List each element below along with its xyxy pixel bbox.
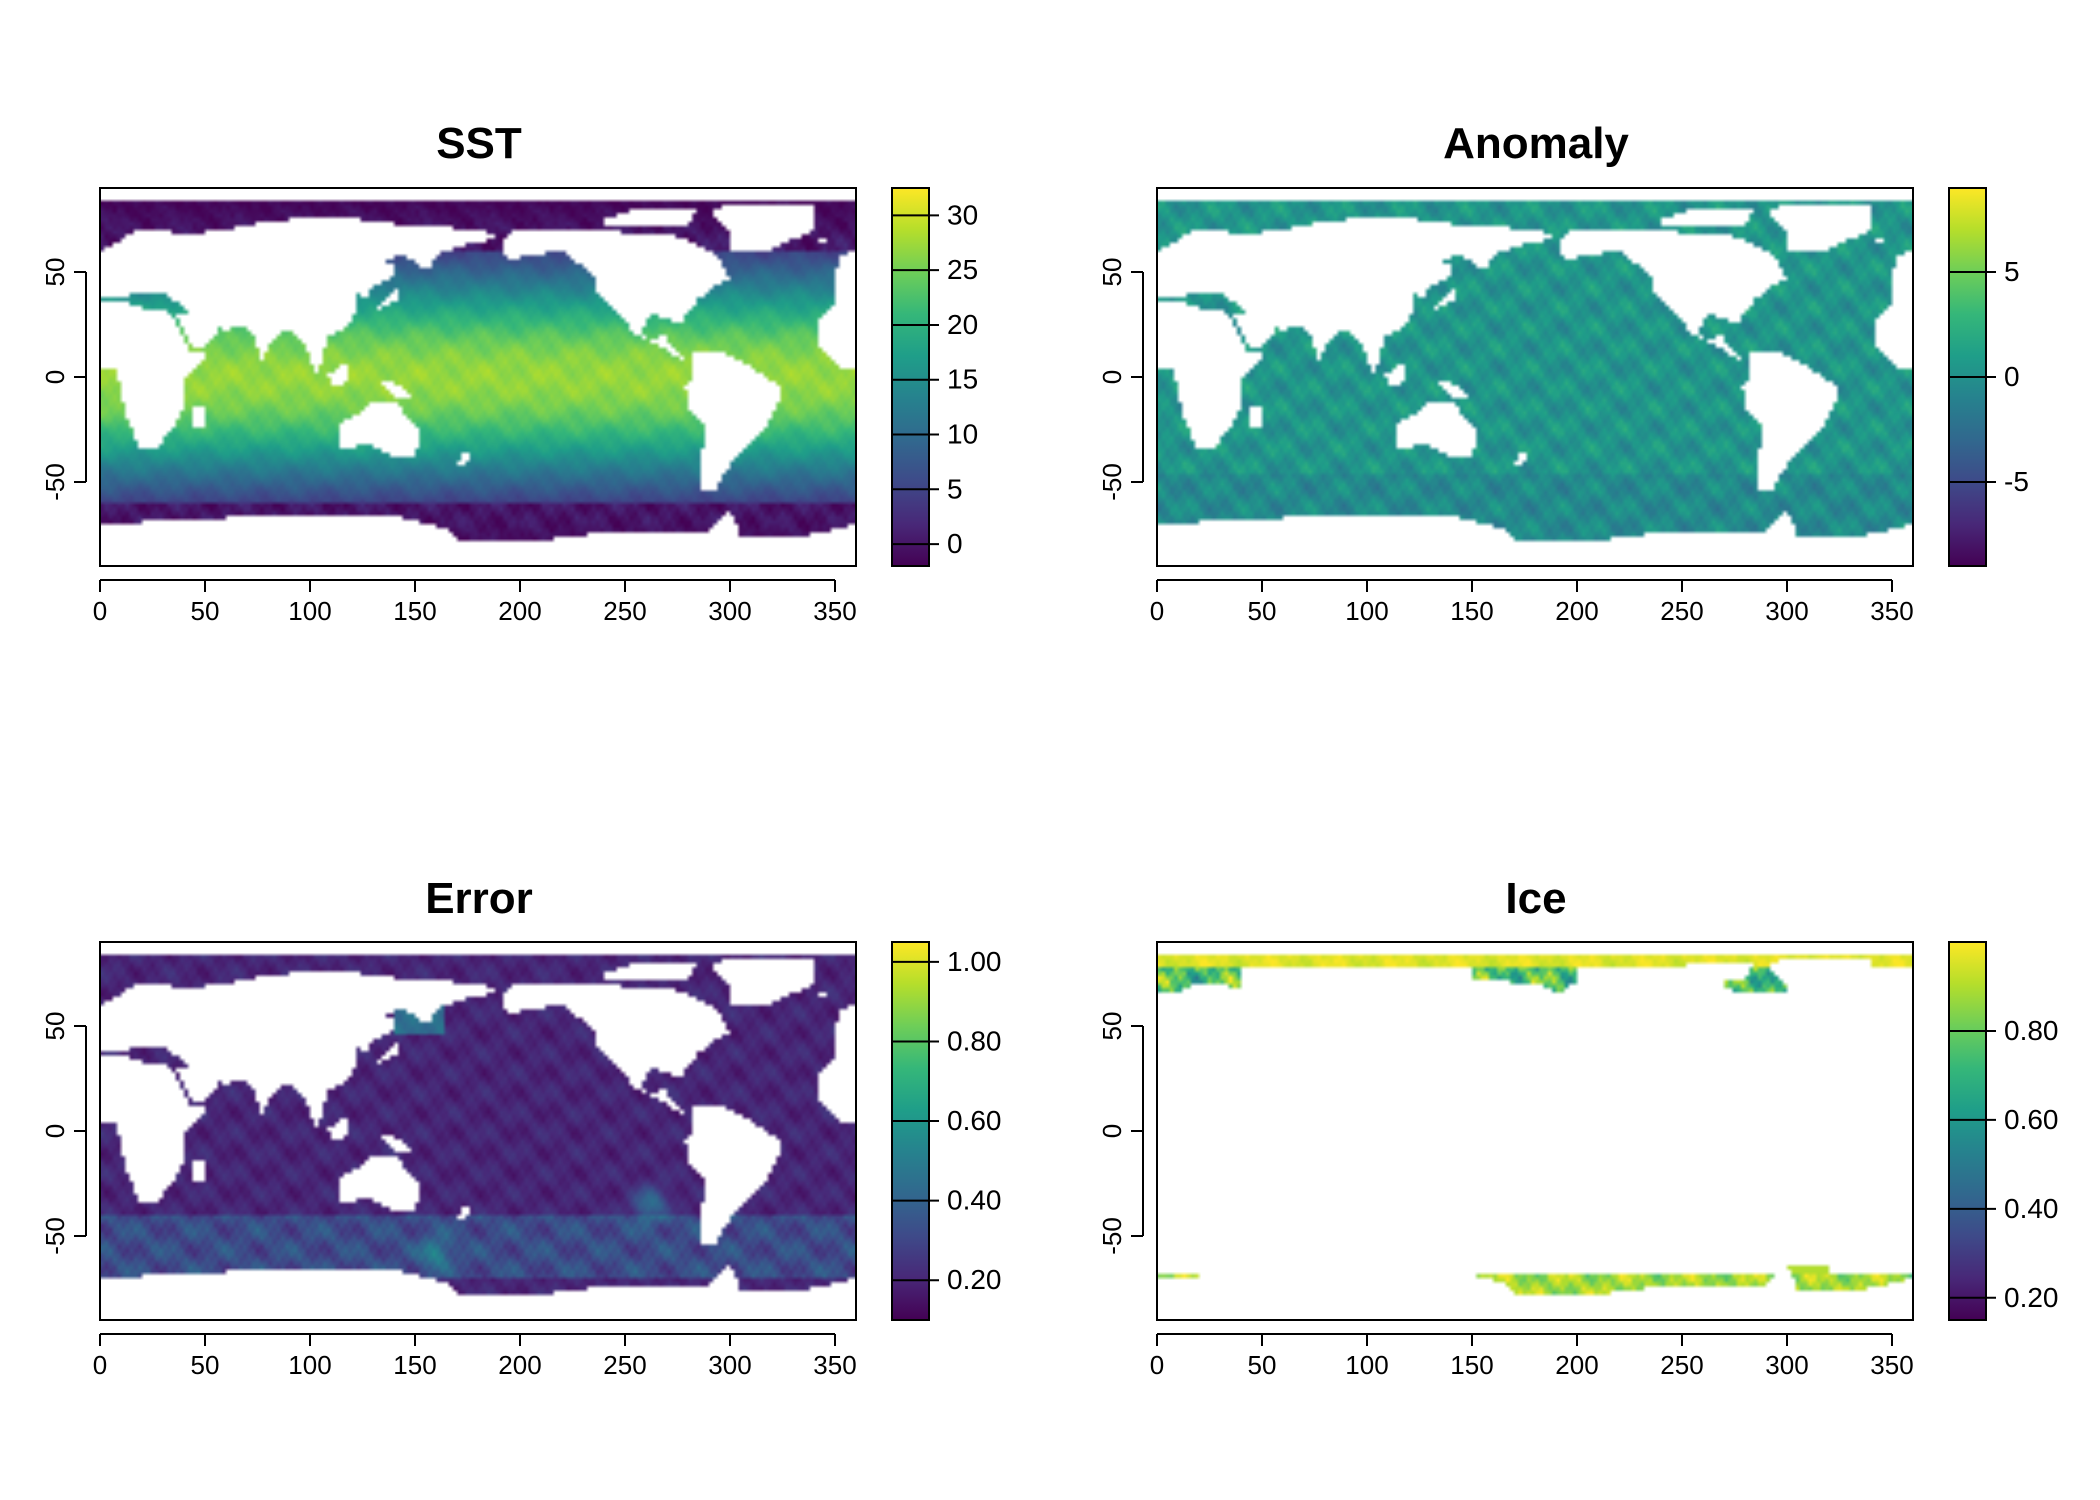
colorbar-tick-label: 0	[2004, 361, 2020, 392]
colorbar-gradient	[1949, 942, 1986, 1320]
x-tick-label: 250	[603, 1350, 646, 1380]
x-tick-label: 50	[191, 596, 220, 626]
colorbar-tick-label: 0.80	[2004, 1015, 2059, 1046]
colorbar-tick-label: 0.40	[2004, 1193, 2059, 1224]
colorbar-tick-label: 0.80	[947, 1025, 1002, 1056]
colorbar-tick-label: 30	[947, 199, 978, 230]
panel-title-sst: SST	[436, 119, 522, 168]
x-tick-label: 100	[1345, 596, 1388, 626]
x-tick-label: 350	[813, 1350, 856, 1380]
x-tick-label: 200	[498, 596, 541, 626]
x-tick-label: 0	[1150, 1350, 1164, 1380]
x-tick-label: 250	[603, 596, 646, 626]
y-tick-label: 0	[40, 1124, 70, 1138]
x-axis: 0 50 100 150 200 250 300 350	[93, 579, 857, 626]
plot-frame	[1156, 941, 1914, 1321]
x-tick-label: 50	[191, 1350, 220, 1380]
x-tick-label: 0	[1150, 596, 1164, 626]
colorbar: 0.20 0.40 0.60 0.80 1.00	[891, 941, 1002, 1321]
x-tick-label: 350	[813, 596, 856, 626]
y-axis: -50 0 50	[1097, 258, 1144, 501]
y-axis: -50 0 50	[1097, 1012, 1144, 1255]
x-tick-label: 350	[1870, 1350, 1913, 1380]
colorbar-tick-label: 0	[947, 528, 963, 559]
y-tick-label: 50	[40, 1012, 70, 1041]
colorbar-tick-label: 0.20	[947, 1264, 1002, 1295]
x-axis: 0 50 100 150 200 250 300 350	[93, 1333, 857, 1380]
colorbar-gradient	[892, 188, 929, 566]
colorbar-tick-label: 5	[2004, 256, 2020, 287]
y-tick-label: -50	[40, 1217, 70, 1255]
x-tick-label: 0	[93, 596, 107, 626]
colorbar-tick-label: 15	[947, 364, 978, 395]
colorbar-tick-label: 20	[947, 309, 978, 340]
y-tick-label: 0	[1097, 1124, 1127, 1138]
heatmap-raster	[1157, 188, 1913, 566]
x-tick-label: 50	[1248, 596, 1277, 626]
panel-ice: 0 50 100 150 200 250 300 350-500500.200.400.600…	[1097, 941, 2059, 1380]
y-tick-label: 50	[1097, 1012, 1127, 1041]
colorbar-tick-label: -5	[2004, 466, 2029, 497]
plot-frame	[1156, 187, 1914, 567]
x-tick-label: 200	[1555, 1350, 1598, 1380]
y-tick-label: 0	[40, 370, 70, 384]
heatmap-raster	[1157, 942, 1913, 1320]
panel-title-ice: Ice	[1505, 874, 1566, 923]
x-tick-label: 300	[1765, 1350, 1808, 1380]
colorbar: -5 0 5	[1948, 187, 2029, 567]
y-tick-label: 50	[40, 258, 70, 287]
colorbar-tick-label: 0.60	[947, 1105, 1002, 1136]
colorbar-tick-label: 1.00	[947, 946, 1002, 977]
x-tick-label: 50	[1248, 1350, 1277, 1380]
x-tick-label: 0	[93, 1350, 107, 1380]
panel-error: 0 50 100 150 200 250 300 350-500500.200.400.600…	[40, 941, 1002, 1380]
panel-title-anomaly: Anomaly	[1443, 119, 1629, 168]
x-tick-label: 100	[288, 1350, 331, 1380]
colorbar: 0 5 10 15 20 25 30	[891, 187, 978, 567]
y-tick-label: -50	[40, 463, 70, 501]
x-tick-label: 200	[498, 1350, 541, 1380]
panel-title-error: Error	[425, 874, 533, 923]
colorbar: 0.20 0.40 0.60 0.80	[1948, 941, 2059, 1321]
colorbar-tick-label: 0.20	[2004, 1282, 2059, 1313]
x-tick-label: 300	[708, 596, 751, 626]
x-tick-label: 150	[393, 1350, 436, 1380]
colorbar-frame	[1948, 941, 1987, 1321]
y-axis: -50 0 50	[40, 1012, 87, 1255]
colorbar-tick-label: 0.40	[947, 1185, 1002, 1216]
x-tick-label: 350	[1870, 596, 1913, 626]
x-axis: 0 50 100 150 200 250 300 350	[1150, 1333, 1914, 1380]
x-axis: 0 50 100 150 200 250 300 350	[1150, 579, 1914, 626]
x-tick-label: 150	[1450, 596, 1493, 626]
x-tick-label: 300	[708, 1350, 751, 1380]
x-tick-label: 150	[1450, 1350, 1493, 1380]
colorbar-tick-label: 5	[947, 473, 963, 504]
colorbar-tick-label: 10	[947, 419, 978, 450]
y-tick-label: 0	[1097, 370, 1127, 384]
y-tick-label: -50	[1097, 463, 1127, 501]
y-tick-label: -50	[1097, 1217, 1127, 1255]
x-tick-label: 100	[288, 596, 331, 626]
colorbar-gradient	[892, 942, 929, 1320]
colorbar-frame	[891, 941, 930, 1321]
plot-frame	[99, 941, 857, 1321]
colorbar-tick-label: 0.60	[2004, 1104, 2059, 1135]
panels-layer: 0 50 100 150 200 250 300 350-500500510152025300…	[40, 187, 2059, 1380]
x-tick-label: 300	[1765, 596, 1808, 626]
panel-sst: 0 50 100 150 200 250 300 350 -50 0 50 0 5 10 15 20 25 30	[40, 187, 978, 626]
heatmap-raster	[100, 188, 856, 566]
heatmap-raster	[100, 942, 856, 1320]
y-axis: -50 0 50	[40, 258, 87, 501]
x-tick-label: 150	[393, 596, 436, 626]
colorbar-tick-label: 25	[947, 254, 978, 285]
x-tick-label: 200	[1555, 596, 1598, 626]
x-tick-label: 250	[1660, 1350, 1703, 1380]
plot-frame	[99, 187, 857, 567]
colorbar-frame	[891, 187, 930, 567]
x-tick-label: 250	[1660, 596, 1703, 626]
x-tick-label: 100	[1345, 1350, 1388, 1380]
y-tick-label: 50	[1097, 258, 1127, 287]
